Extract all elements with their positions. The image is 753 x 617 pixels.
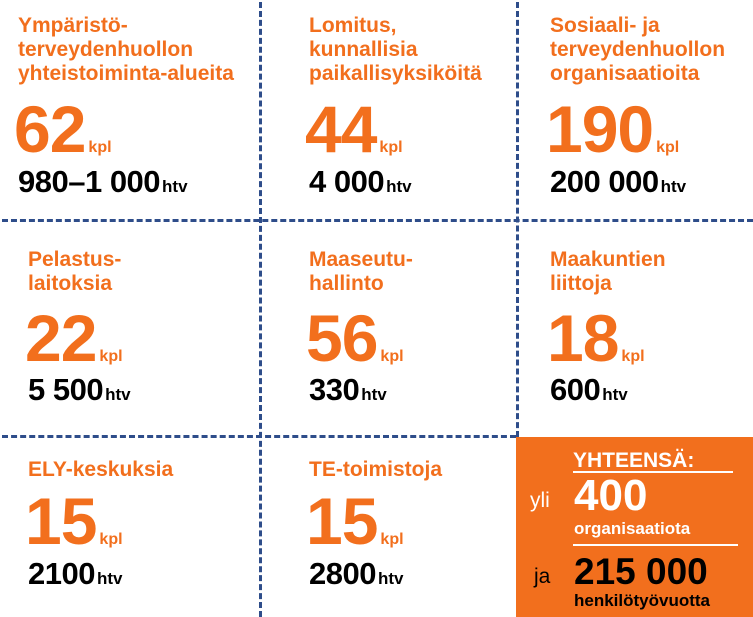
count-number: 44 [305,92,377,166]
cell-label: ELY-keskuksia [28,458,174,481]
count-number: 15 [306,484,378,558]
total-box: YHTEENSÄ: yli 400 organisaatiota ja 215 … [516,437,753,617]
stat-cell-environmental-health: Ympäristö- terveydenhuollon yhteistoimin… [18,14,234,86]
htv-number: 2800 [309,556,376,591]
stat-cell-rural-admin: Maaseutu- hallinto [309,248,413,296]
cell-label: Sosiaali- ja terveydenhuollon organisaat… [550,14,726,85]
stat-cell-relief-services: Lomitus, kunnallisia paikallisyksiköitä [309,14,482,86]
htv-unit: htv [660,177,687,196]
cell-label: TE-toimistoja [309,458,443,481]
htv-number: 330 [309,372,360,407]
total-person-years-value: 215 000 [574,551,708,592]
count-unit: kpl [99,531,123,548]
htv-number: 980–1 000 [18,164,161,199]
count-number: 22 [25,301,97,375]
htv-value: 5 500 htv [28,374,131,406]
count-unit: kpl [99,348,123,365]
htv-unit: htv [162,177,188,196]
htv-value: 2100 htv [28,558,122,590]
count-value: 15 kpl [25,488,123,554]
htv-unit: htv [96,569,123,588]
cell-label: Pelastus- laitoksia [28,248,122,295]
count-number: 190 [546,92,654,166]
htv-value: 2800 htv [309,558,403,590]
htv-value: 980–1 000 htv [18,166,188,198]
htv-value: 200 000 htv [550,166,686,198]
count-unit: kpl [379,139,403,156]
htv-number: 600 [550,372,601,407]
vertical-divider [259,2,262,617]
total-middle-rule [573,544,738,546]
total-organisations-value: 400 [574,471,648,520]
count-unit: kpl [380,531,404,548]
htv-unit: htv [386,177,412,196]
horizontal-divider [2,219,753,222]
total-prefix-2: ja [534,565,551,588]
htv-unit: htv [377,569,404,588]
htv-value: 4 000 htv [309,166,412,198]
htv-value: 330 htv [309,374,387,406]
stat-cell-social-health: Sosiaali- ja terveydenhuollon organisaat… [550,14,725,86]
htv-number: 4 000 [309,164,385,199]
count-number: 15 [25,484,97,558]
stat-cell-ely-centres: ELY-keskuksia [28,458,173,482]
total-heading-rule [573,471,733,473]
htv-number: 2100 [28,556,95,591]
cell-label: Maakuntien liittoja [550,248,666,295]
cell-label: Ympäristö- terveydenhuollon yhteistoimin… [18,14,234,85]
cell-label: Lomitus, kunnallisia paikallisyksiköitä [309,14,482,85]
count-number: 56 [306,301,378,375]
total-organisations-caption: organisaatiota [574,519,691,538]
count-unit: kpl [380,348,404,365]
count-unit: kpl [621,348,645,365]
count-unit: kpl [656,139,680,156]
htv-value: 600 htv [550,374,628,406]
htv-number: 5 500 [28,372,104,407]
count-value: 190 kpl [546,96,679,162]
htv-unit: htv [105,385,131,404]
count-value: 44 kpl [305,96,403,162]
count-number: 62 [14,92,86,166]
cell-label: Maaseutu- hallinto [309,248,413,295]
htv-unit: htv [602,385,628,404]
total-person-years-caption: henkilötyövuotta [574,591,711,610]
total-prefix-1: yli [530,489,550,512]
stat-cell-te-offices: TE-toimistoja [309,458,442,482]
htv-unit: htv [361,385,387,404]
count-value: 22 kpl [25,305,123,371]
horizontal-divider [2,435,516,438]
total-heading: YHTEENSÄ: [573,449,695,472]
stat-cell-rescue: Pelastus- laitoksia [28,248,121,296]
count-value: 62 kpl [14,96,112,162]
stat-cell-regional-councils: Maakuntien liittoja [550,248,666,296]
count-value: 15 kpl [306,488,404,554]
count-value: 56 kpl [306,305,404,371]
count-unit: kpl [88,139,112,156]
count-value: 18 kpl [547,305,645,371]
count-number: 18 [547,301,619,375]
htv-number: 200 000 [550,164,659,199]
